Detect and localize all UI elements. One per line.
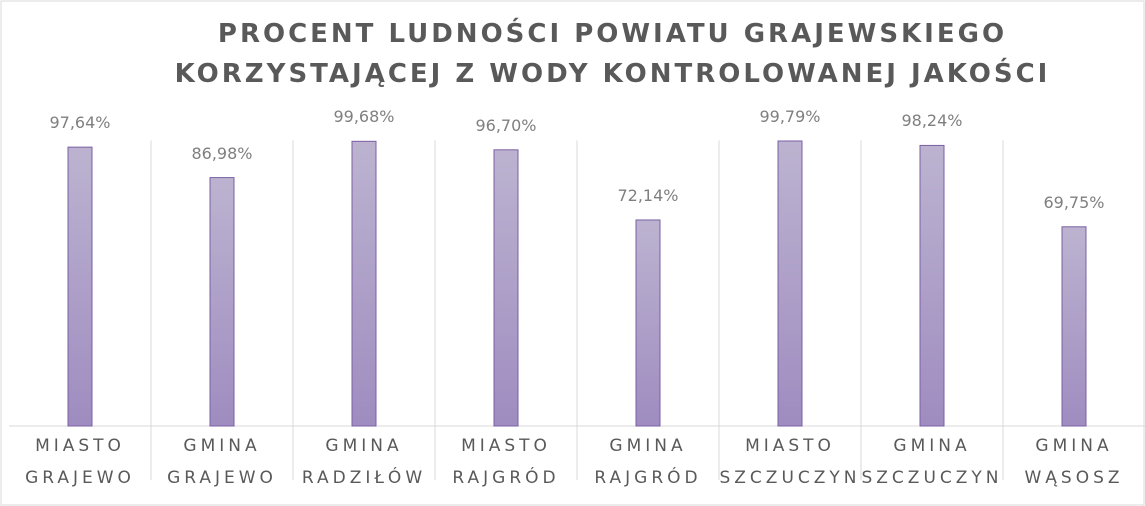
value-label: 72,14% (617, 185, 679, 205)
bar (1061, 226, 1087, 427)
value-label: 96,70% (475, 115, 537, 135)
value-label: 97,64% (49, 113, 111, 133)
x-tick-label: GMINA RADZIŁÓW (301, 436, 427, 488)
bar (351, 140, 377, 427)
value-label: 98,24% (901, 111, 963, 131)
x-tick-label: MIASTO SZCZUCZYN (719, 436, 861, 488)
value-label: 69,75% (1043, 192, 1105, 212)
x-tick-label: GMINA SZCZUCZYN (861, 436, 1003, 488)
chart-title: PROCENT LUDNOŚCI POWIATU GRAJEWSKIEGO KO… (174, 19, 1051, 89)
bar (777, 140, 803, 427)
x-tick-label: GMINA WĄSOSZ (1024, 436, 1124, 488)
value-label: 99,68% (333, 107, 395, 127)
value-label: 86,98% (191, 143, 253, 163)
x-tick-label: MIASTO GRAJEWO (25, 436, 135, 488)
x-tick-label: GMINA GRAJEWO (167, 436, 277, 488)
bar (493, 149, 519, 427)
bar (209, 177, 235, 427)
bar (635, 219, 661, 427)
value-label: 99,79% (759, 106, 821, 126)
x-tick-label: GMINA RAJGRÓD (594, 436, 702, 488)
bar (919, 144, 945, 427)
x-tick-label: MIASTO RAJGRÓD (452, 436, 560, 488)
bar (67, 146, 93, 427)
